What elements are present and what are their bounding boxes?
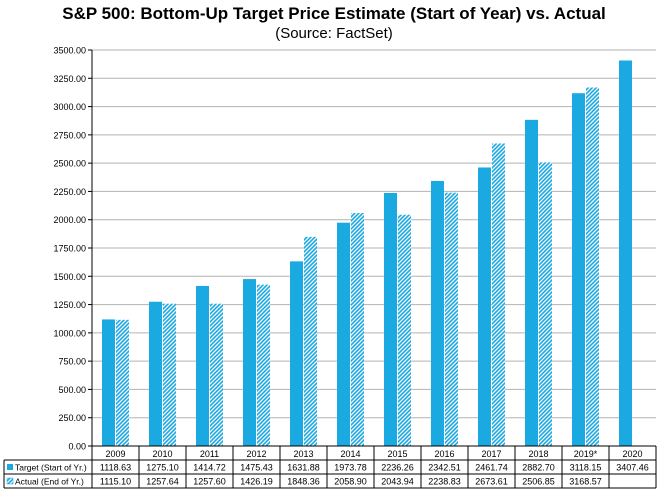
y-tick-label: 750.00	[58, 357, 86, 367]
y-tick-label: 2750.00	[53, 130, 86, 140]
data-label: 1115.10	[100, 477, 131, 487]
actual-bar	[304, 236, 317, 446]
legend-key-actual	[6, 477, 14, 485]
y-tick-label: 1500.00	[53, 272, 86, 282]
x-tick-label: 2013	[293, 449, 313, 459]
data-label: 2882.70	[522, 463, 555, 473]
y-tick-label: 2250.00	[53, 187, 86, 197]
data-label: 1118.63	[100, 463, 131, 473]
data-label: 3168.57	[569, 477, 602, 487]
x-tick-label: 2016	[434, 449, 454, 459]
actual-bar	[539, 162, 552, 446]
legend-key-target	[7, 464, 13, 470]
target-bar	[149, 301, 162, 446]
data-label: 2043.94	[381, 477, 414, 487]
y-tick-label: 2000.00	[53, 215, 86, 225]
chart-subtitle: (Source: FactSet)	[275, 25, 393, 42]
x-tick-label: 2009	[105, 449, 125, 459]
data-label: 3118.15	[570, 463, 602, 473]
data-label: 1631.88	[287, 463, 320, 473]
data-label: 3407.46	[616, 463, 649, 473]
y-tick-label: 1250.00	[53, 300, 86, 310]
actual-bar	[163, 303, 176, 446]
x-tick-label: 2019*	[574, 449, 598, 459]
data-label: 1973.78	[334, 463, 367, 473]
x-tick-label: 2015	[387, 449, 407, 459]
data-label: 2461.74	[475, 463, 508, 473]
y-tick-label: 250.00	[58, 413, 86, 423]
legend-label: Actual (End of Yr.)	[15, 477, 84, 487]
actual-bar	[116, 319, 129, 446]
data-label: 1426.19	[240, 477, 273, 487]
x-tick-label: 2014	[340, 449, 360, 459]
actual-bar	[351, 213, 364, 446]
gridlines	[92, 49, 656, 447]
y-tick-label: 3500.00	[53, 46, 86, 56]
y-tick-label: 3000.00	[53, 102, 86, 112]
y-tick-label: 0.00	[68, 442, 86, 452]
target-bar	[384, 192, 397, 446]
target-bar	[525, 119, 538, 447]
data-label: 2238.83	[428, 477, 461, 487]
target-bar	[431, 180, 444, 446]
actual-bar	[210, 303, 223, 446]
data-label: 2673.61	[475, 477, 508, 487]
data-label: 1475.43	[240, 463, 273, 473]
target-bar	[290, 261, 303, 446]
actual-bar	[257, 284, 270, 446]
y-tick-label: 1750.00	[53, 244, 86, 254]
y-tick-label: 2500.00	[53, 159, 86, 169]
x-tick-label: 2011	[200, 449, 219, 459]
actual-bar	[586, 87, 599, 447]
target-bar	[243, 279, 256, 446]
y-tick-label: 1000.00	[53, 328, 86, 338]
data-label: 1414.72	[193, 463, 226, 473]
target-bar	[572, 93, 585, 446]
actual-bar	[445, 192, 458, 446]
data-label: 2342.51	[428, 463, 461, 473]
target-bar	[102, 319, 115, 446]
x-tick-label: 2010	[152, 449, 172, 459]
target-bar	[619, 60, 632, 446]
x-tick-label: 2012	[246, 449, 266, 459]
x-tick-label: 2018	[528, 449, 548, 459]
actual-bar	[398, 214, 411, 446]
legend-label: Target (Start of Yr.)	[15, 463, 87, 473]
target-bar	[337, 222, 350, 446]
data-label: 2236.26	[381, 463, 414, 473]
data-table: 2009 2010 2011 2012 2013 2014 2015 2016 2017 2018…	[3, 446, 657, 489]
data-label: 1257.60	[193, 477, 226, 487]
data-label: 2058.90	[334, 477, 367, 487]
data-label: 2506.85	[522, 477, 555, 487]
x-tick-label: 2017	[481, 449, 501, 459]
data-label: 1275.10	[146, 463, 179, 473]
axes: 0.00 250.00 500.00 750.00 1000.00 1250.00 1500…	[53, 46, 656, 452]
actual-bar	[492, 143, 505, 446]
data-label: 1257.64	[146, 477, 179, 487]
data-label: 1848.36	[287, 477, 320, 487]
y-tick-label: 500.00	[58, 385, 86, 395]
y-tick-label: 3250.00	[53, 74, 86, 84]
bars	[102, 60, 632, 447]
target-bar	[196, 285, 209, 446]
x-tick-label: 2020	[622, 449, 642, 459]
target-bar	[478, 167, 491, 446]
chart-title: S&P 500: Bottom-Up Target Price Estimate…	[62, 4, 606, 23]
